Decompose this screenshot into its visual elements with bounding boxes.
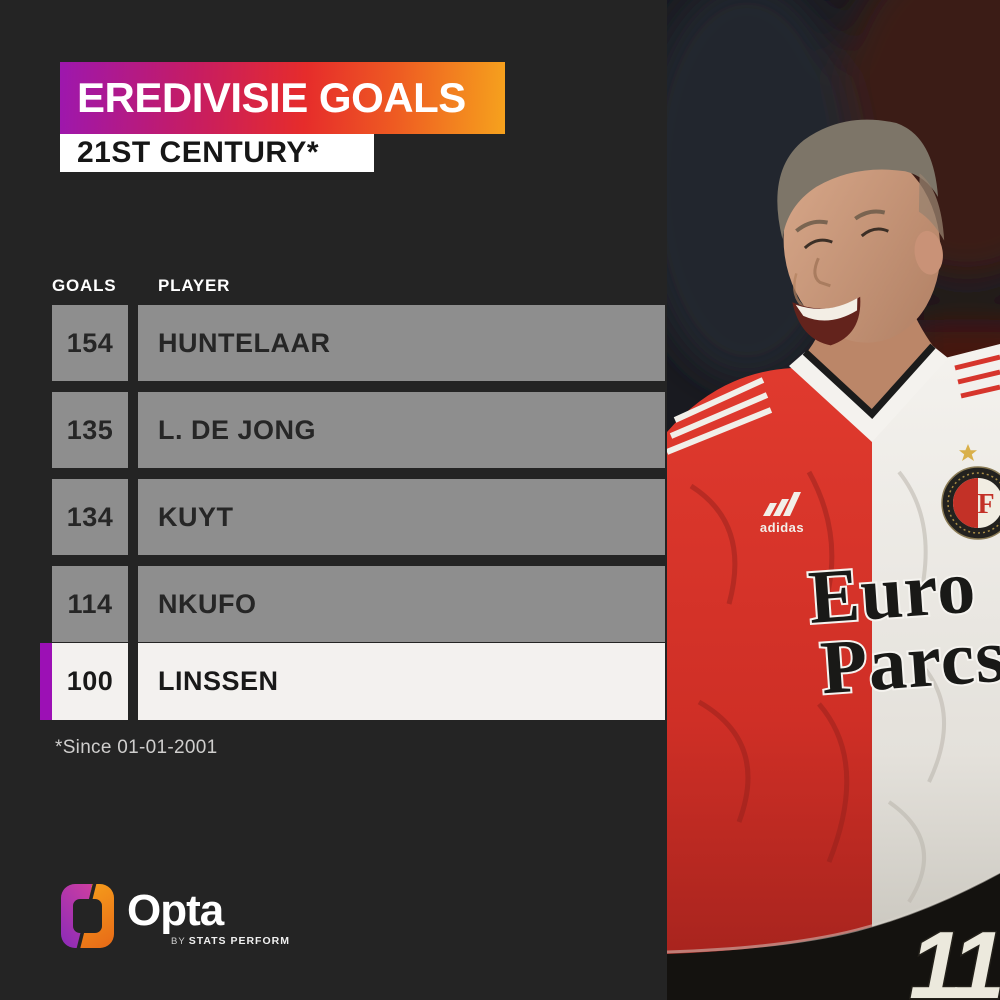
table-row: 154 HUNTELAAR [0,305,1000,381]
tagline-prefix: BY [171,936,186,947]
column-header-player: PLAYER [158,276,231,295]
player-name: HUNTELAAR [158,327,331,358]
goals-cell: 114 [52,566,128,642]
shoulder-stripes-right [954,354,1000,399]
subtitle-banner: 21ST CENTURY* [60,134,374,172]
sponsor-line2: Parcs [818,614,1000,711]
crest-star [959,444,977,461]
white-folds [887,470,947,904]
highlight-accent-bar [40,643,52,720]
adidas-logo: adidas [760,492,804,535]
goals-cell: 135 [52,392,128,468]
goals-value: 154 [66,327,114,358]
red-folds [689,470,850,863]
table-row-highlighted: 100 LINSSEN [0,643,1000,720]
player-name: NKUFO [158,588,257,619]
eye [803,238,833,250]
goals-cell: 100 [52,643,128,720]
player-name: L. DE JONG [158,414,317,445]
goals-cell: 134 [52,479,128,555]
goals-value: 100 [66,666,114,696]
table-row: 114 NKUFO [0,566,1000,642]
goals-value: 134 [66,501,114,532]
opta-logo-icon [61,884,114,948]
ear [914,230,943,275]
goals-cell: 154 [52,305,128,381]
player-cell: LINSSEN [138,643,665,720]
tagline-text: STATS PERFORM [188,935,290,947]
nose [813,257,831,288]
teeth [795,298,858,321]
player-cell: L. DE JONG [138,392,665,468]
table-row: 135 L. DE JONG [0,392,1000,468]
crest-letter: F [977,489,994,520]
page-title: EREDIVISIE GOALS [77,74,466,121]
player-name: LINSSEN [158,666,279,696]
player-name: KUYT [158,501,234,532]
goals-value: 114 [67,588,113,619]
shoulder-stripes-left [667,377,773,455]
sponsor-text: Euro Parcs [804,542,1000,712]
table-row: 134 KUYT [0,479,1000,555]
player-photo: adidas F Euro Parcs 11 [667,0,1000,1000]
player-cell: HUNTELAAR [138,305,665,381]
adidas-text: adidas [760,520,804,535]
jersey-red-half [667,368,872,955]
page-subtitle: 21ST CENTURY* [77,136,320,169]
column-header-goals: GOALS [52,276,117,295]
title-banner: EREDIVISIE GOALS [60,62,505,134]
shirt-number: 11 [909,912,1000,1000]
jersey-hem [667,870,1000,954]
opta-tagline: BY STATS PERFORM [171,935,290,947]
player-neck [792,316,945,438]
eye [860,227,889,238]
collar-trim [802,343,936,419]
player-head [777,119,945,346]
player-cell: NKUFO [138,566,665,642]
opta-wordmark: Opta [127,886,224,935]
hair [777,119,939,240]
goals-value: 135 [66,414,114,445]
player-cell: KUYT [138,479,665,555]
club-crest: F [941,444,1000,540]
sponsor-line1: Euro [806,544,979,639]
footnote: *Since 01-01-2001 [55,737,218,758]
